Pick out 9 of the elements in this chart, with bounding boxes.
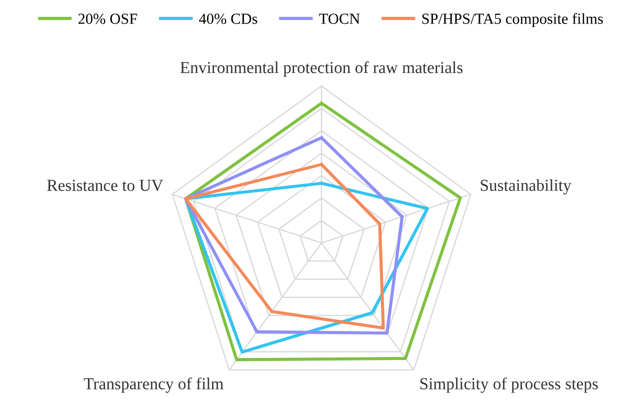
legend-label: 40% CDs [199, 14, 258, 24]
legend-label: 20% OSF [78, 14, 138, 24]
legend-label: SP/HPS/TA5 composite films [422, 13, 603, 28]
spoke-label: Simplicity of process steps [420, 377, 598, 393]
spoke-label: Resistance to UV [47, 180, 164, 192]
legend-label: TOCN [319, 14, 360, 24]
spoke-label: Transparency of film [84, 377, 224, 393]
spoke-label: Environmental protection of raw materials [180, 61, 463, 77]
spoke-label: Sustainability [480, 179, 572, 194]
